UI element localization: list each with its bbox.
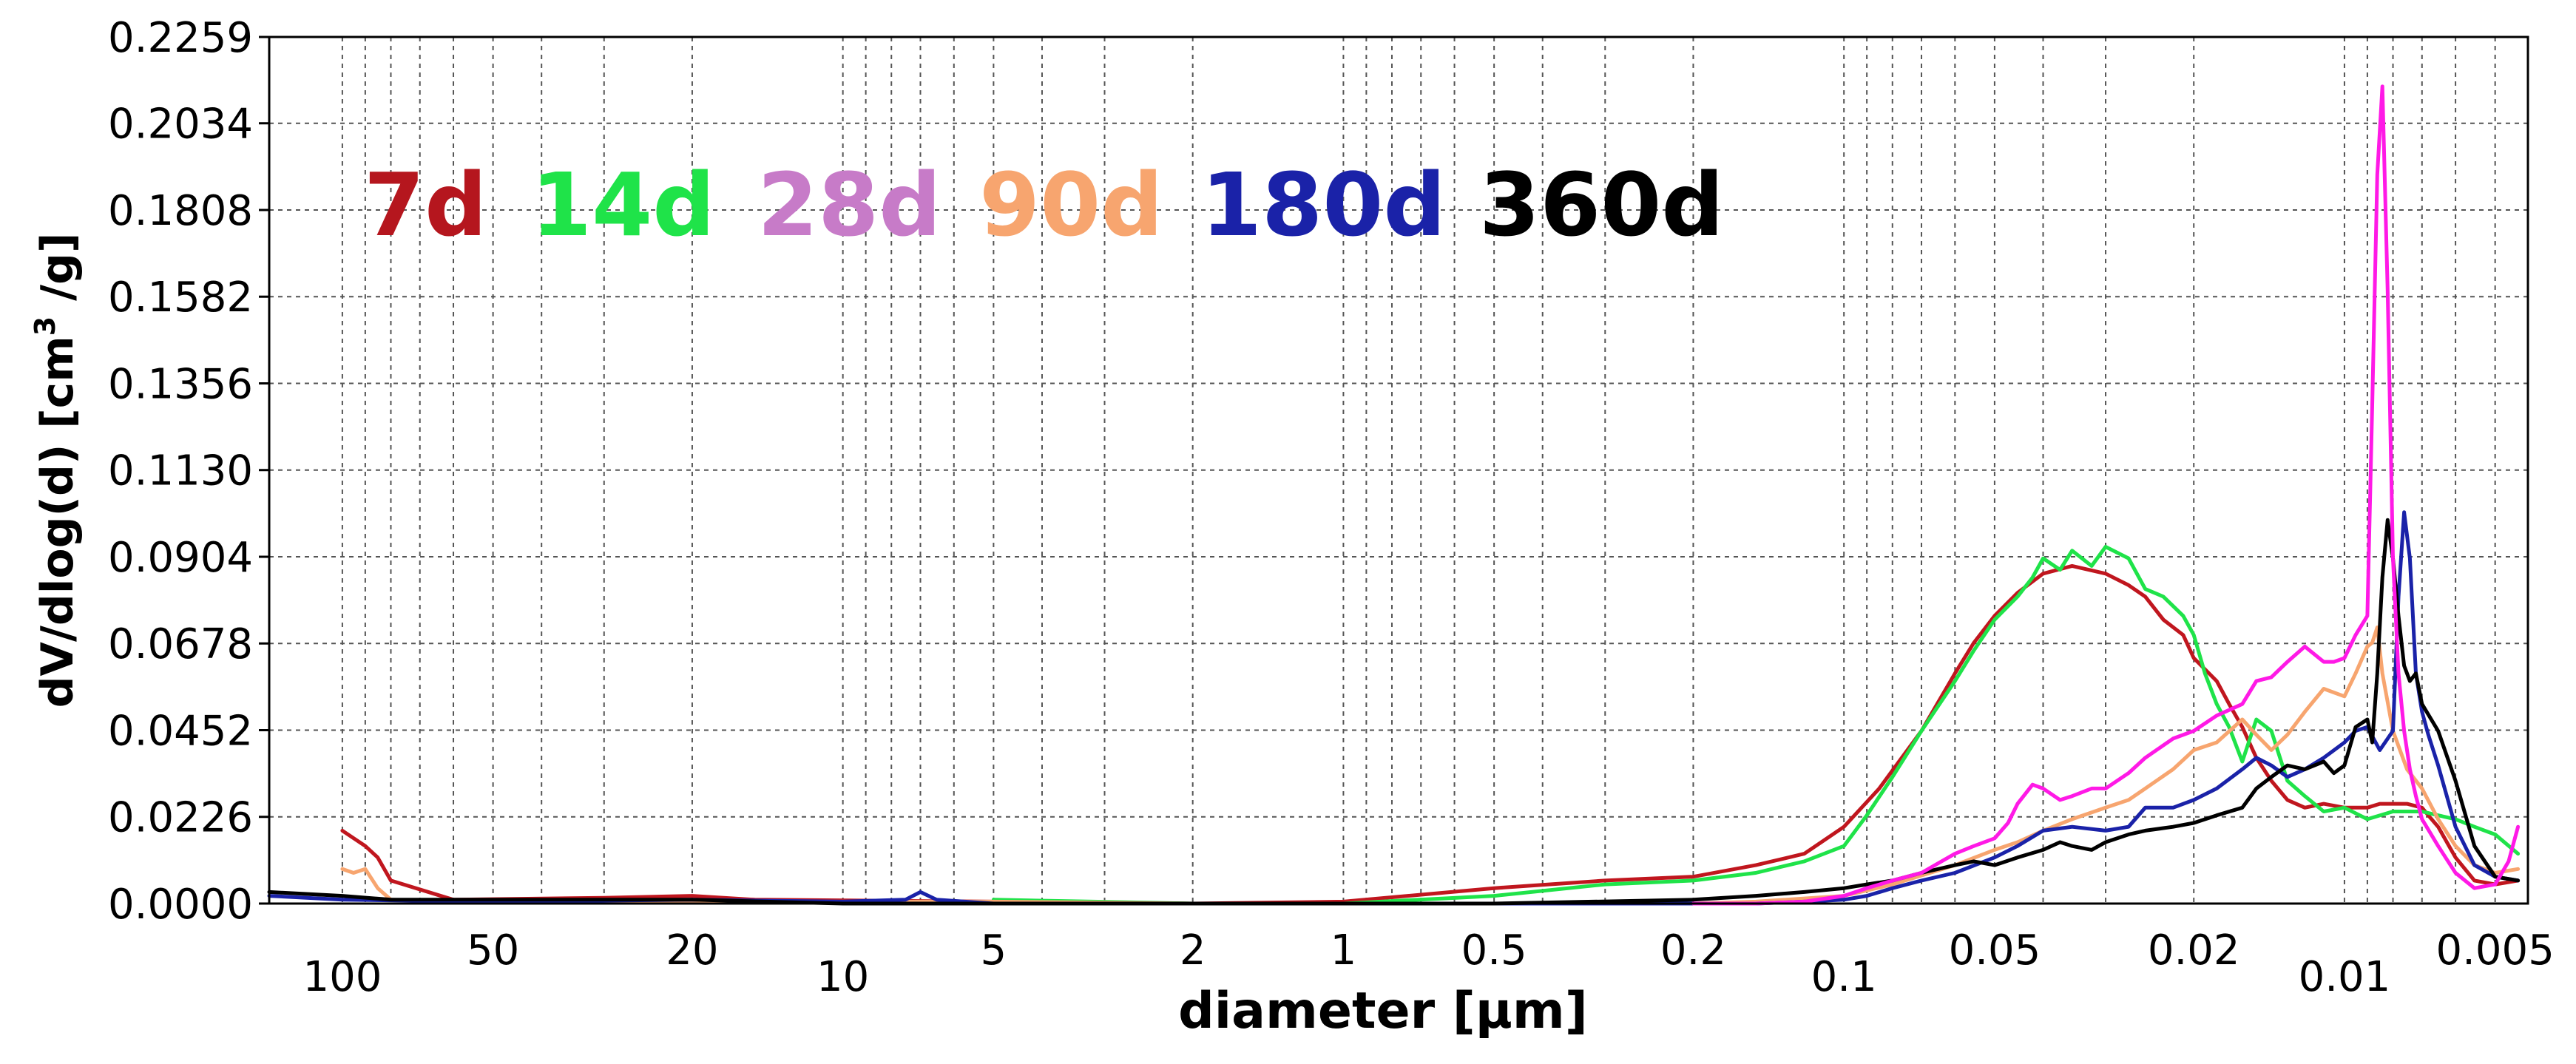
- x-axis-tick-labels: 100 50 20 10 5 2 1 0.5 0.2 0.1 0.05 0.02 0.01 0.005: [302, 926, 2554, 1001]
- legend-item-14d: 14d: [531, 154, 715, 256]
- y-tick-label: 0.0226: [108, 794, 253, 842]
- x-tick-label: 10: [817, 953, 869, 1001]
- y-axis-label-main: dV/dlog(d) [cm: [32, 336, 84, 708]
- x-tick-label: 0.05: [1949, 926, 2041, 975]
- y-tick-label: 0.0000: [108, 881, 253, 929]
- horizontal-gridlines: [259, 35, 2528, 905]
- y-tick-label: 0.2259: [108, 14, 253, 62]
- plot-frame: [268, 35, 2529, 905]
- legend-item-7d: 7d: [364, 154, 487, 256]
- vertical-gridlines: [341, 37, 2496, 904]
- legend: 7d 14d 28d 90d 180d 360d: [364, 154, 1724, 256]
- y-tick-label: 0.1808: [108, 187, 253, 235]
- legend-item-180d: 180d: [1201, 154, 1446, 256]
- x-tick-label: 0.01: [2299, 953, 2391, 1001]
- y-tick-label: 0.0678: [108, 620, 253, 668]
- legend-item-360d: 360d: [1479, 154, 1724, 256]
- series-line-28d: [1691, 84, 2521, 906]
- x-tick-label: 0.005: [2436, 926, 2555, 975]
- x-tick-label: 0.1: [1811, 953, 1877, 1001]
- legend-item-28d: 28d: [757, 154, 942, 256]
- y-axis-label: dV/dlog(d) [cm3 /g]: [29, 233, 84, 708]
- x-tick-label: 5: [981, 926, 1007, 975]
- x-tick-label: 50: [467, 926, 519, 975]
- x-tick-label: 100: [302, 953, 382, 1001]
- series-line-14d: [991, 545, 2521, 906]
- y-tick-label: 0.2034: [108, 101, 253, 149]
- y-tick-label: 0.1130: [108, 447, 253, 495]
- x-tick-label: 0.5: [1461, 926, 1527, 975]
- legend-item-90d: 90d: [979, 154, 1163, 256]
- x-tick-label: 0.02: [2148, 926, 2240, 975]
- x-tick-label: 2: [1180, 926, 1206, 975]
- x-tick-label: 0.2: [1660, 926, 1726, 975]
- y-axis-label-tail: /g]: [32, 233, 84, 316]
- x-tick-label: 20: [666, 926, 718, 975]
- y-axis-tick-labels: 0.0000 0.0226 0.0452 0.0678 0.0904 0.1130 0.13…: [108, 14, 253, 929]
- y-tick-label: 0.1356: [108, 360, 253, 408]
- y-axis-label-superscript: 3: [29, 316, 61, 336]
- x-axis-label: diameter [µm]: [1178, 982, 1588, 1040]
- y-tick-label: 0.1582: [108, 274, 253, 322]
- y-tick-label: 0.0452: [108, 707, 253, 755]
- x-tick-label: 1: [1331, 926, 1357, 975]
- y-tick-label: 0.0904: [108, 534, 253, 582]
